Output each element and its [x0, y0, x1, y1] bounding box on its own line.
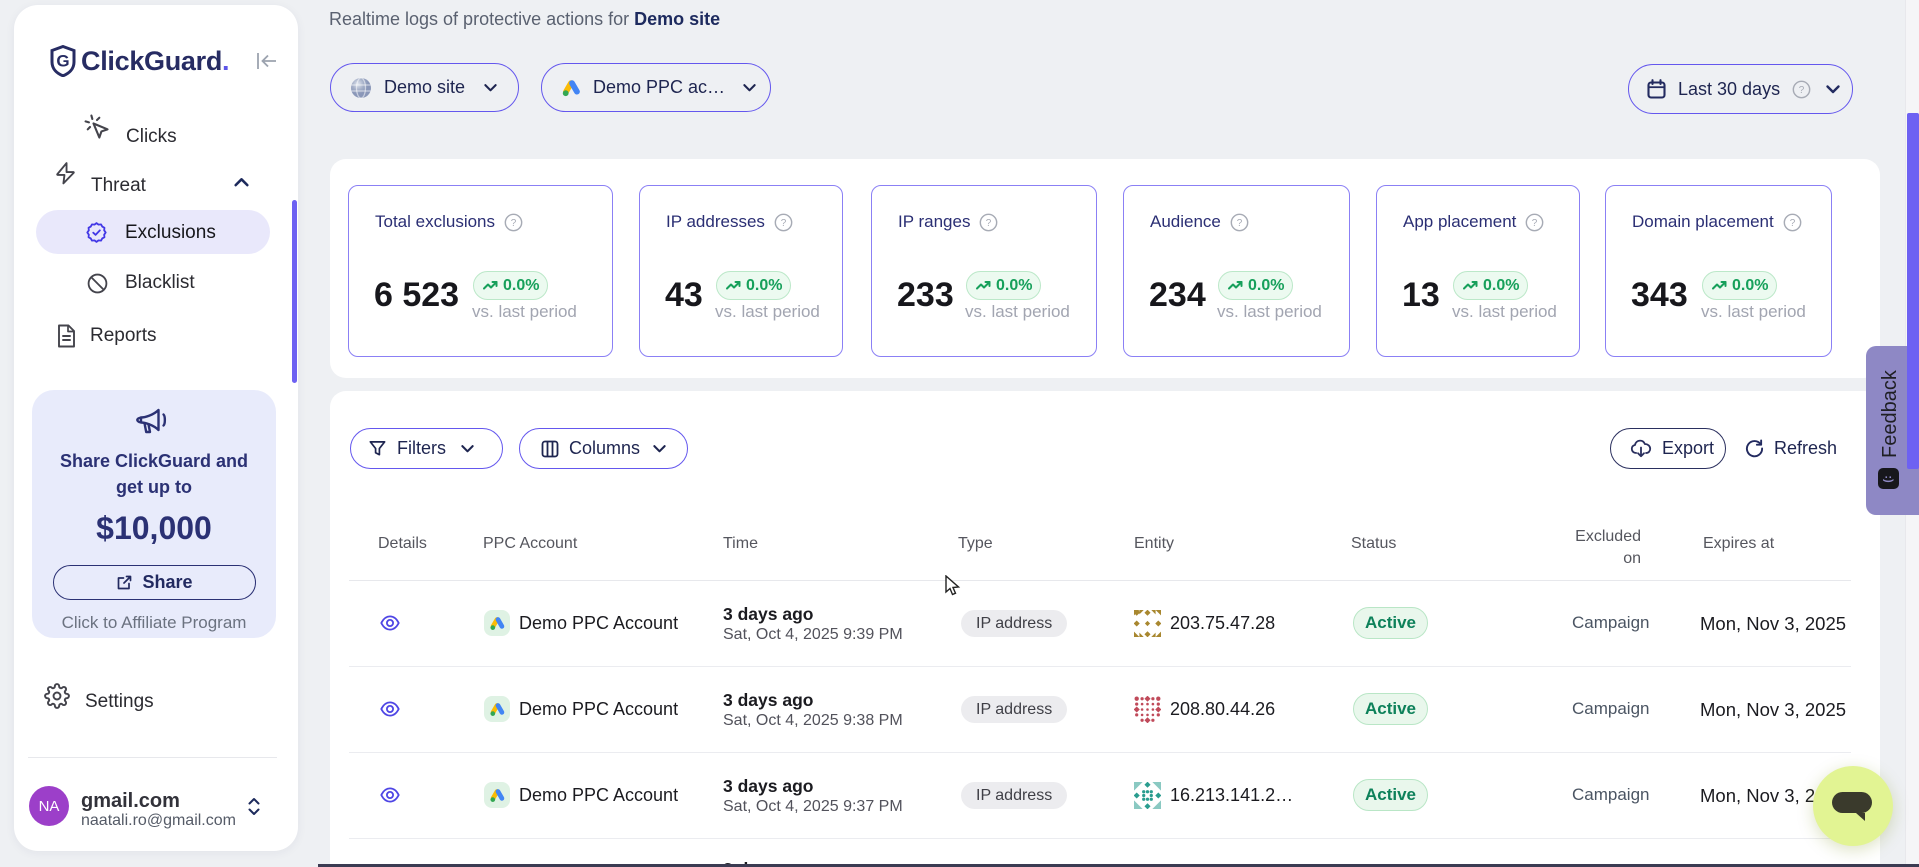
svg-text:?: ? [1237, 217, 1243, 228]
svg-text:?: ? [511, 217, 517, 228]
svg-text:G: G [56, 52, 69, 71]
svg-text:?: ? [986, 217, 992, 228]
svg-text:?: ? [1532, 217, 1538, 228]
svg-text:?: ? [781, 217, 787, 228]
svg-text:?: ? [1799, 84, 1805, 95]
svg-text:?: ? [1789, 217, 1795, 228]
